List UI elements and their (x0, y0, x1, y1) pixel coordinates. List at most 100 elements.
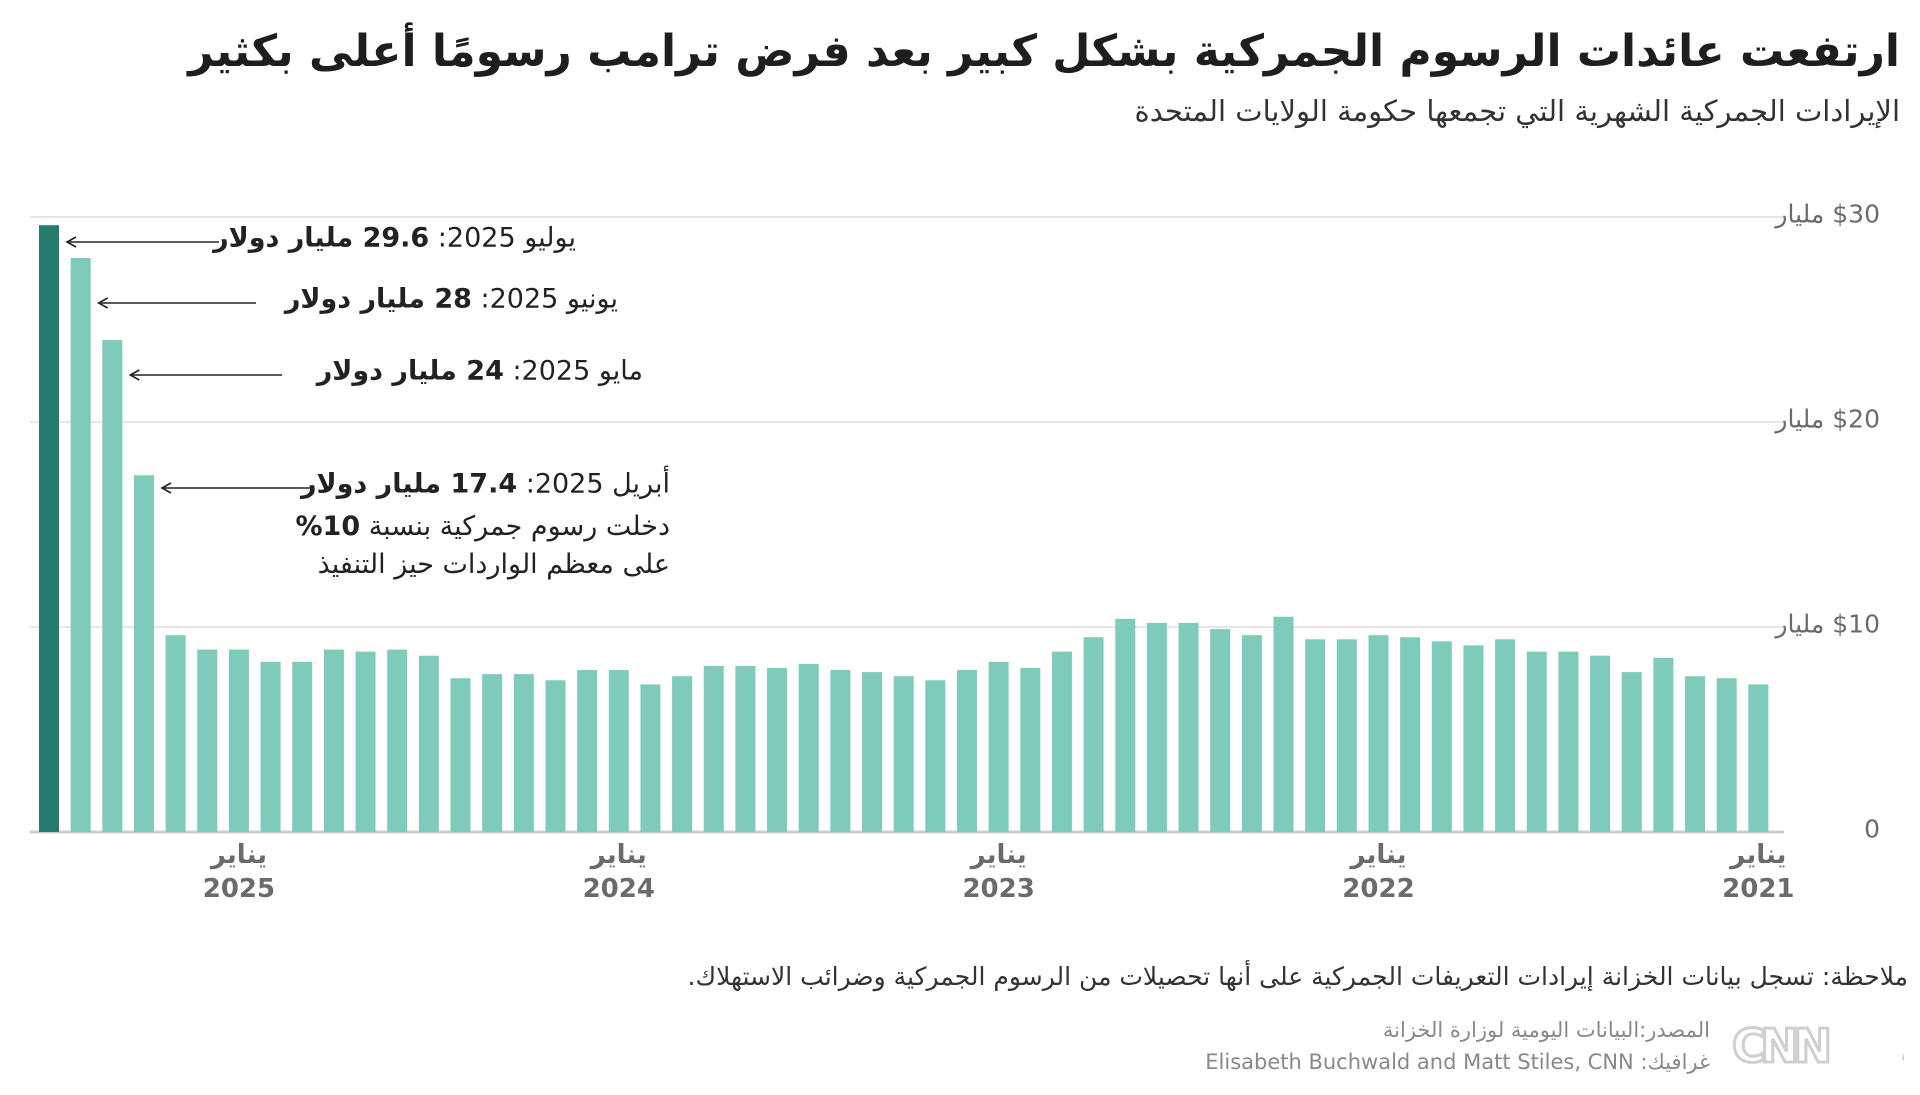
bar (1526, 651, 1547, 832)
bar (956, 670, 977, 832)
bar (545, 680, 566, 832)
arrowhead-icon (160, 482, 172, 494)
bar (798, 663, 819, 832)
bar (1463, 645, 1484, 832)
bar (1558, 651, 1579, 832)
x-tick-month: يناير (590, 840, 647, 870)
bar (988, 661, 1009, 832)
bar (1146, 622, 1167, 832)
bar (1336, 639, 1357, 832)
bar (197, 649, 218, 832)
bar (1210, 629, 1231, 832)
bar (1020, 668, 1041, 832)
bar (70, 258, 91, 832)
credit-text: غرافيك: Elisabeth Buchwald and Matt Stil… (1205, 1050, 1710, 1074)
annotation-month: أبريل 2025: (517, 468, 670, 500)
annotation-note: دخلت رسوم جمركية بنسبة 10% على معظم الوار… (295, 508, 670, 584)
annotation-month: يونيو 2025: (471, 283, 618, 315)
bar (735, 665, 756, 832)
x-tick-month: يناير (970, 840, 1027, 870)
x-tick-label: يناير 2024 (583, 838, 655, 906)
bar (228, 649, 249, 832)
annotation-arrows (65, 236, 310, 494)
note-text: على معظم الواردات حيز التنفيذ (317, 549, 670, 580)
bar (355, 651, 376, 832)
y-tick-label: $20 مليار (1775, 404, 1880, 434)
x-tick-label: يناير 2021 (1722, 838, 1794, 906)
bar (482, 674, 503, 832)
bar (1716, 678, 1737, 832)
bar (608, 670, 629, 832)
bar (1305, 639, 1326, 832)
x-tick-label: يناير 2023 (962, 838, 1034, 906)
y-tick-label: 0 (1864, 814, 1880, 844)
x-tick-label: يناير 2022 (1342, 838, 1414, 906)
bar (1273, 616, 1294, 832)
bar (1241, 635, 1262, 832)
bar (1748, 684, 1769, 832)
bar (418, 655, 439, 832)
bar (767, 668, 788, 832)
arrowhead-icon (97, 297, 109, 309)
bar (640, 684, 661, 832)
annotation-label: مايو 2025: 24 مليار دولار (317, 356, 643, 387)
bar (323, 649, 344, 832)
y-tick-label: $30 مليار (1775, 199, 1880, 229)
bar (1590, 655, 1611, 832)
bar (260, 661, 281, 832)
bar (102, 340, 123, 832)
x-tick-month: يناير (1350, 840, 1407, 870)
svg-text:بالعربية: بالعربية (1900, 1035, 1904, 1070)
arrowhead-icon (128, 369, 140, 381)
bar (925, 680, 946, 832)
x-tick-month: يناير (1730, 840, 1787, 870)
note-text: دخلت رسوم جمركية بنسبة (360, 511, 670, 542)
bar (830, 670, 851, 832)
arrowhead-icon (65, 236, 77, 248)
annotation-value: 24 مليار دولار (316, 355, 504, 387)
x-tick-year: 2022 (1342, 874, 1415, 904)
annotation-month: مايو 2025: (503, 355, 643, 387)
bar (513, 674, 534, 832)
annotation-label: أبريل 2025: 17.4 مليار دولار (301, 469, 670, 500)
bar (1685, 676, 1706, 832)
bar (1051, 651, 1072, 832)
annotation-value: 29.6 مليار دولار (213, 222, 430, 254)
x-tick-year: 2021 (1722, 874, 1795, 904)
note-percent: 10% (295, 511, 361, 542)
y-tick-label: $10 مليار (1775, 609, 1880, 639)
bar (1431, 641, 1452, 832)
annotation-month: يوليو 2025: (429, 222, 576, 254)
source-text: المصدر:البيانات اليومية لوزارة الخزانة (1382, 1018, 1710, 1042)
bar (672, 676, 693, 832)
bar (133, 475, 154, 832)
x-tick-year: 2024 (582, 874, 655, 904)
x-tick-year: 2023 (962, 874, 1035, 904)
bar (1083, 637, 1104, 832)
bar (450, 678, 471, 832)
footnote: ملاحظة: تسجل بيانات الخزانة إيرادات التع… (687, 962, 1908, 991)
x-tick-label: يناير 2025 (203, 838, 275, 906)
x-tick-year: 2025 (202, 874, 276, 904)
bar (1621, 672, 1642, 832)
annotation-label: يونيو 2025: 28 مليار دولار (285, 284, 618, 315)
bar (39, 225, 59, 832)
x-tick-month: يناير (210, 840, 267, 870)
bar (1653, 657, 1674, 832)
bar (1115, 618, 1136, 832)
chart-title: ارتفعت عائدات الرسوم الجمركية بشكل كبير … (188, 26, 1900, 77)
annotation-value: 28 مليار دولار (284, 283, 472, 315)
bar (1178, 622, 1199, 832)
bar (893, 676, 914, 832)
bars (39, 225, 1769, 832)
bar (577, 670, 598, 832)
bar (1400, 637, 1421, 832)
annotation-value: 17.4 مليار دولار (300, 468, 518, 500)
bar (703, 665, 724, 832)
cnn-arabic-logo: CNN بالعربية (1728, 1012, 1920, 1075)
annotation-label: يوليو 2025: 29.6 مليار دولار (213, 223, 576, 254)
bar (165, 635, 186, 832)
bar (387, 649, 408, 832)
bar (862, 672, 883, 832)
